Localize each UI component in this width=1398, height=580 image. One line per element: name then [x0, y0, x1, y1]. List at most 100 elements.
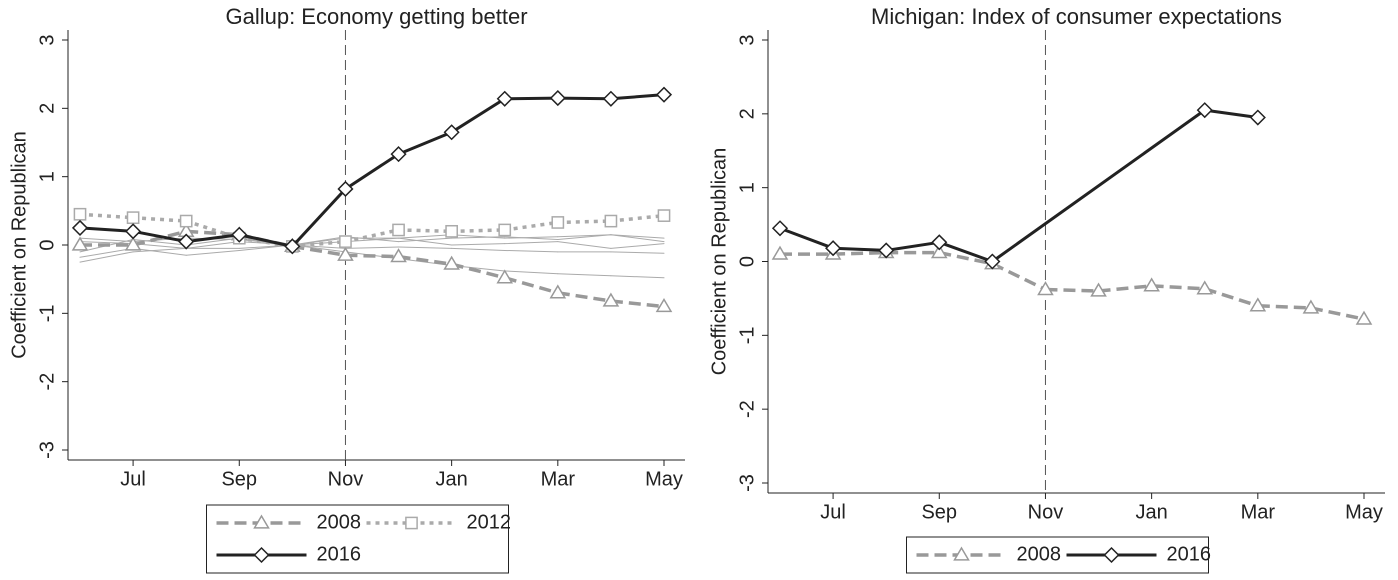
line-segment [610, 243, 665, 249]
x-tick-label: Jan [436, 468, 468, 490]
line-segment [990, 108, 1207, 263]
line-segment [345, 253, 399, 259]
chart-title: Gallup: Economy getting better [225, 4, 527, 29]
marker [71, 236, 89, 251]
line-segment [557, 291, 612, 303]
marker [390, 146, 407, 163]
marker [549, 90, 566, 107]
line-segment [1257, 304, 1311, 310]
marker [551, 216, 565, 229]
line-segment [1098, 284, 1152, 293]
legend-label: 2008 [317, 511, 362, 533]
marker [931, 234, 948, 251]
x-tick-label: May [645, 468, 683, 490]
line-segment [610, 213, 665, 223]
line-segment [184, 233, 241, 244]
line-segment [450, 97, 507, 134]
y-tick-label: 0 [36, 239, 58, 250]
legend-marker [253, 546, 270, 564]
line-segment [291, 241, 346, 246]
line-segment [132, 247, 187, 253]
marker [1037, 281, 1054, 296]
x-tick-label: Mar [541, 468, 576, 490]
marker [1143, 277, 1160, 292]
marker [549, 284, 567, 299]
marker [825, 240, 842, 257]
y-tick-label: -2 [736, 400, 758, 418]
marker [73, 207, 87, 221]
legend-marker [405, 516, 418, 530]
x-tick-label: Mar [1241, 501, 1276, 523]
line-segment [398, 254, 452, 266]
line-segment [345, 228, 399, 244]
marker [1196, 280, 1214, 295]
marker [657, 209, 671, 222]
line-segment [610, 251, 665, 254]
marker [392, 223, 405, 237]
line-segment [938, 250, 993, 266]
x-tick-label: May [1345, 501, 1383, 523]
legend-marker [953, 546, 970, 561]
y-tick-label: 3 [36, 34, 58, 45]
marker [1249, 297, 1267, 312]
x-tick-label: Nov [328, 468, 364, 490]
line-segment [398, 237, 453, 243]
marker [443, 124, 460, 141]
marker [71, 219, 89, 236]
marker [984, 253, 1001, 270]
line-segment [132, 247, 187, 256]
line-segment [504, 220, 559, 232]
marker [1302, 299, 1320, 314]
y-tick-label: -3 [36, 441, 58, 459]
y-tick-label: 1 [36, 171, 58, 182]
line-segment [343, 152, 401, 191]
marker [496, 269, 514, 284]
line-segment [292, 244, 346, 257]
marker [655, 86, 673, 103]
marker [1249, 109, 1266, 126]
line-segment [185, 249, 240, 256]
x-tick-label: Sep [221, 468, 257, 490]
line-segment [344, 246, 400, 249]
marker [1355, 310, 1373, 325]
chart-title: Michigan: Index of consumer expectations [871, 4, 1282, 29]
marker [284, 238, 301, 255]
line-segment [504, 249, 559, 253]
marker [179, 214, 193, 228]
line-segment [557, 241, 612, 249]
line-segment [778, 226, 835, 250]
x-tick-label: Jan [1136, 501, 1168, 523]
line-segment [344, 236, 400, 243]
line-segment [610, 234, 665, 243]
line-segment [398, 228, 452, 234]
x-tick-label: Sep [921, 501, 957, 523]
marker [1196, 102, 1213, 119]
line-segment [609, 93, 666, 101]
legend-label: 2008 [1017, 543, 1062, 565]
line-segment [451, 234, 506, 239]
x-tick-label: Nov [1028, 501, 1064, 523]
marker [771, 220, 789, 237]
x-tick-label: Jul [120, 468, 146, 490]
marker [496, 90, 513, 107]
legend-marker [1103, 546, 1120, 564]
line-segment [504, 236, 559, 239]
line-segment [344, 237, 400, 243]
line-segment [504, 276, 559, 295]
marker [126, 211, 140, 225]
y-tick-label: -1 [736, 326, 758, 344]
line-segment [1204, 287, 1259, 308]
line-segment [1310, 306, 1365, 321]
marker [178, 233, 195, 250]
line-segment [79, 237, 134, 243]
line-segment [398, 234, 453, 239]
line-segment [937, 240, 994, 263]
legend-label: 2016 [1167, 543, 1212, 565]
line-segment [884, 240, 941, 252]
marker [604, 214, 618, 228]
line-segment [132, 229, 187, 247]
line-segment [79, 212, 134, 220]
line-segment [1151, 284, 1205, 291]
marker [1090, 282, 1107, 297]
